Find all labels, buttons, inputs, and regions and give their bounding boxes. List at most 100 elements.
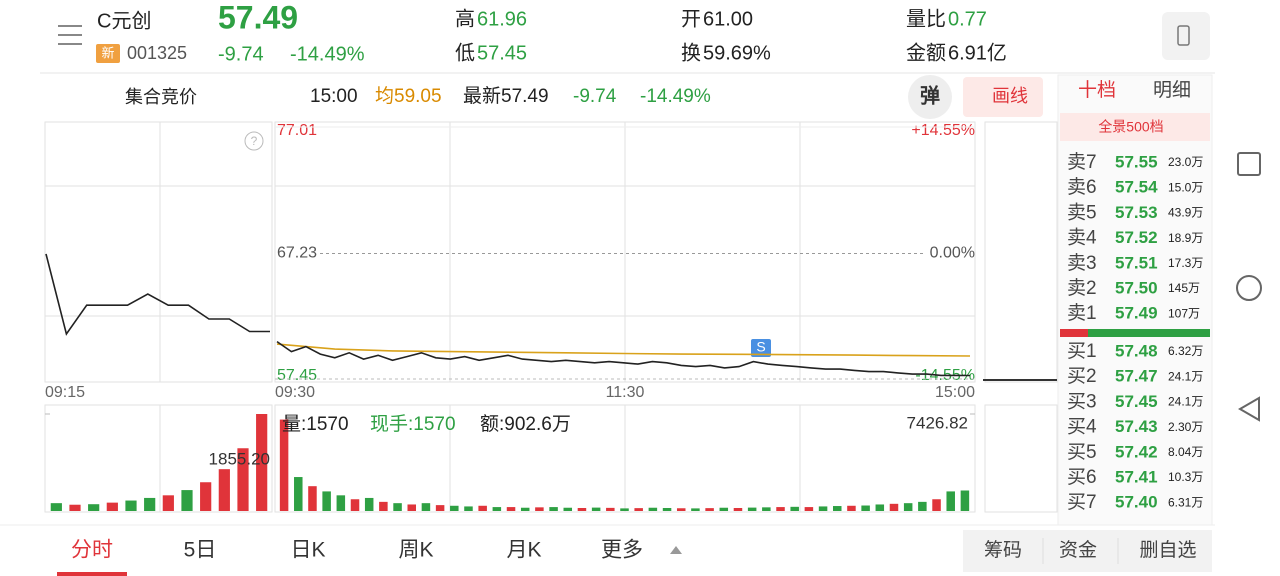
book-label: 卖3 bbox=[1067, 252, 1097, 274]
book-volume: 15.0万 bbox=[1168, 180, 1203, 194]
marker-bg[interactable] bbox=[751, 339, 771, 357]
chart-frames bbox=[44, 121, 1058, 513]
device-button[interactable] bbox=[1162, 12, 1210, 60]
tab[interactable]: 月K bbox=[506, 539, 541, 562]
tab[interactable]: 5日 bbox=[184, 539, 217, 562]
tab[interactable]: 周K bbox=[398, 539, 433, 562]
book-price: 57.52 bbox=[1115, 228, 1158, 247]
tab[interactable]: 更多 bbox=[601, 539, 643, 562]
book-volume: 18.9万 bbox=[1168, 231, 1203, 245]
book-volume: 6.32万 bbox=[1168, 344, 1203, 358]
badge-bg bbox=[96, 44, 120, 63]
volume-bar bbox=[747, 507, 757, 511]
bar-change-pct: -14.49% bbox=[640, 86, 711, 107]
price-line bbox=[276, 340, 971, 377]
nav-recent[interactable] bbox=[1237, 152, 1261, 176]
tab-underline bbox=[57, 572, 127, 576]
volume-hand: 现手:1570 bbox=[370, 413, 456, 435]
volume-bar bbox=[662, 507, 672, 511]
pre-volume-max: 1855.20 bbox=[209, 449, 270, 468]
bid-ask-ratio-red bbox=[1060, 329, 1088, 337]
panel-tab[interactable]: 明细 bbox=[1153, 79, 1191, 101]
stat-value: 0.77 bbox=[948, 8, 987, 30]
time: 15:00 bbox=[310, 86, 358, 107]
price-tick: 57.45 bbox=[277, 367, 317, 384]
volume-bar bbox=[237, 448, 249, 511]
volume-bar bbox=[818, 506, 828, 511]
book-label: 买2 bbox=[1067, 366, 1097, 387]
auction: 集合竞价 bbox=[125, 87, 197, 107]
book-label: 买4 bbox=[1067, 417, 1097, 438]
volume-bar bbox=[563, 507, 573, 511]
volume-bar bbox=[960, 490, 970, 511]
book-price: 57.42 bbox=[1115, 442, 1158, 461]
panel-tab[interactable]: 十档 bbox=[1078, 79, 1116, 101]
volume-bar bbox=[549, 507, 558, 511]
volume-bar bbox=[336, 495, 346, 511]
device-icon bbox=[1177, 25, 1190, 46]
volume-bar bbox=[847, 505, 856, 511]
draw-line[interactable]: 画线 bbox=[992, 86, 1028, 106]
volume-bar bbox=[144, 497, 156, 511]
action[interactable]: 筹码 bbox=[984, 539, 1022, 561]
stock-code: 001325 bbox=[127, 43, 187, 63]
volume-bar bbox=[932, 499, 941, 511]
tab[interactable]: 分时 bbox=[71, 539, 113, 562]
volume-bar bbox=[421, 503, 431, 511]
volume-bar bbox=[591, 507, 601, 511]
popup[interactable]: 弹 bbox=[920, 83, 940, 107]
stat-label: 金额 bbox=[906, 41, 946, 64]
avg-label: 均 bbox=[375, 85, 394, 107]
book-price: 57.50 bbox=[1115, 278, 1158, 297]
menu-icon[interactable] bbox=[58, 25, 82, 45]
stat-value: 61.96 bbox=[477, 8, 527, 30]
action[interactable]: 删自选 bbox=[1139, 539, 1196, 561]
more-arrow[interactable] bbox=[670, 546, 682, 554]
stat-label: 开 bbox=[681, 8, 701, 30]
volume-bar bbox=[50, 503, 62, 511]
book-volume: 107万 bbox=[1168, 306, 1200, 320]
volume-bar bbox=[648, 507, 658, 511]
volume-bar bbox=[506, 507, 516, 511]
draw-button[interactable] bbox=[963, 77, 1043, 117]
book-label: 买1 bbox=[1067, 341, 1097, 362]
panel-sub[interactable]: 全景500档 bbox=[1098, 119, 1163, 135]
panel-sub-bg bbox=[1060, 113, 1210, 141]
nav-home[interactable] bbox=[1236, 275, 1262, 301]
volume-bar bbox=[106, 502, 118, 511]
stat-label: 量比 bbox=[906, 7, 946, 30]
volume-bar bbox=[162, 495, 174, 511]
help-mark: ? bbox=[251, 134, 258, 148]
volume-bar bbox=[889, 503, 899, 511]
nav-back[interactable] bbox=[1238, 396, 1260, 422]
volume-bar bbox=[733, 507, 743, 511]
time-label: 11:30 bbox=[606, 384, 645, 401]
book-volume: 24.1万 bbox=[1168, 369, 1203, 383]
book-volume: 23.0万 bbox=[1168, 155, 1203, 169]
volume-bar bbox=[606, 507, 615, 511]
order-panel bbox=[1057, 74, 1213, 526]
volume-info: 量:1570 bbox=[282, 414, 349, 435]
action[interactable]: 资金 bbox=[1059, 539, 1097, 561]
tab[interactable]: 日K bbox=[290, 539, 325, 562]
book-price: 57.51 bbox=[1115, 253, 1158, 272]
popup-button[interactable] bbox=[908, 75, 952, 119]
volume-bar bbox=[861, 505, 870, 511]
stat-label: 高 bbox=[455, 7, 475, 30]
volume-bar bbox=[69, 504, 81, 511]
badge: 新 bbox=[101, 45, 114, 60]
volume-bar bbox=[520, 507, 530, 511]
book-price: 57.48 bbox=[1115, 341, 1158, 360]
volume-bar bbox=[577, 507, 587, 511]
volume-bar bbox=[125, 500, 137, 511]
marker[interactable]: S bbox=[756, 339, 765, 355]
book-price: 57.40 bbox=[1115, 493, 1158, 512]
volume-bar bbox=[875, 504, 885, 511]
help-icon[interactable] bbox=[244, 131, 264, 151]
volume-bar bbox=[804, 507, 814, 511]
book-label: 买7 bbox=[1067, 492, 1097, 513]
volume-amount: 额:902.6万 bbox=[480, 413, 571, 435]
stat-value: 57.45 bbox=[477, 42, 527, 64]
book-price: 57.54 bbox=[1115, 178, 1158, 197]
